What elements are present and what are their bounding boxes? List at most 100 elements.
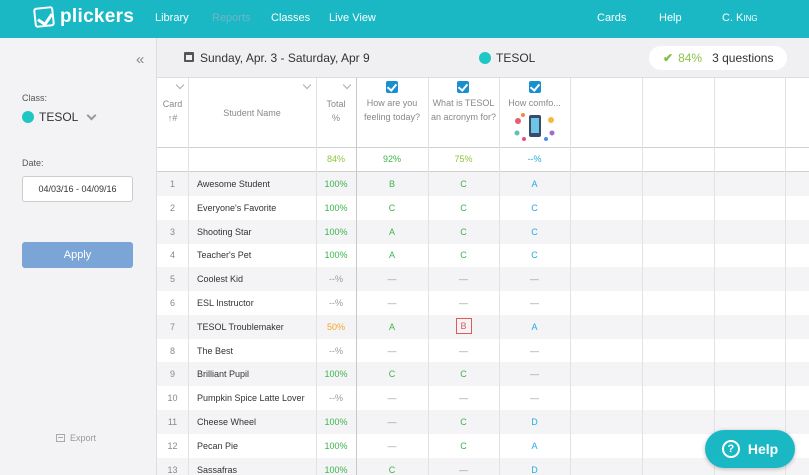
student-name: Everyone's Favorite	[197, 202, 277, 213]
sort-card-icon[interactable]	[175, 80, 185, 90]
report-header: Sunday, Apr. 3 - Saturday, Apr 9 TESOL ✔…	[157, 38, 809, 78]
student-total-pct: --%	[329, 298, 343, 308]
question-3-header[interactable]: How comfo...	[499, 96, 570, 110]
col-divider	[188, 78, 189, 475]
card-header-line1: Card	[162, 99, 183, 109]
plickers-logo-icon	[33, 6, 55, 28]
card-number: 2	[169, 202, 175, 213]
class-selector[interactable]: TESOL	[22, 110, 97, 124]
student-total-pct: 100%	[324, 464, 348, 475]
table-row[interactable]: 7 TESOL Troublemaker 50% A B A	[157, 314, 809, 339]
col-divider	[356, 78, 357, 475]
table-row[interactable]: 9 Brilliant Pupil 100% C C —	[157, 362, 809, 387]
class-selector-value: TESOL	[39, 110, 79, 124]
table-row[interactable]: 11 Cheese Wheel 100% — C D	[157, 410, 809, 434]
export-icon	[56, 434, 65, 442]
student-name: Brilliant Pupil	[197, 369, 250, 380]
table-row[interactable]: 6 ESL Instructor --% — — —	[157, 291, 809, 315]
answer-cell: —	[459, 345, 468, 356]
question-3-checkbox-icon[interactable]	[529, 81, 541, 93]
card-number: 6	[169, 298, 175, 308]
answer-cell: D	[531, 417, 538, 427]
question-3-image-thumbnail[interactable]	[511, 111, 559, 143]
nav-help[interactable]: Help	[659, 12, 682, 24]
answer-cell: C	[388, 464, 396, 475]
student-name: Cheese Wheel	[197, 417, 257, 427]
card-number: 4	[169, 250, 175, 261]
app-logo[interactable]: plickers	[33, 6, 134, 28]
user-menu[interactable]: C. King	[722, 12, 758, 24]
col-divider	[570, 78, 571, 475]
card-number: 10	[167, 393, 178, 404]
export-label: Export	[70, 433, 97, 443]
table-row[interactable]: 1 Awesome Student 100% B C A	[157, 172, 809, 196]
total-header-line1: Total	[326, 99, 346, 109]
question-1-header[interactable]: How are you feeling today?	[356, 96, 428, 124]
header-class-name: TESOL	[496, 51, 536, 65]
export-link[interactable]: Export	[56, 433, 96, 443]
table-row[interactable]: 12 Pecan Pie 100% — C A	[157, 434, 809, 458]
answer-cell: —	[387, 440, 397, 451]
incorrect-answer-cell[interactable]: B	[455, 317, 472, 334]
student-total-pct: 100%	[324, 179, 348, 189]
help-question-icon: ?	[721, 440, 740, 458]
answer-cell: A	[388, 321, 395, 332]
sort-total-icon[interactable]	[342, 80, 352, 90]
question-2-header[interactable]: What is TESOL an acronym for?	[428, 96, 499, 124]
score-summary-pill: ✔ 84% 3 questions	[649, 46, 787, 70]
student-total-pct: --%	[329, 345, 343, 356]
student-name: ESL Instructor	[197, 298, 254, 308]
table-row[interactable]: 4 Teacher's Pet 100% A C C	[157, 243, 809, 267]
header-class: TESOL	[479, 51, 535, 65]
table-row[interactable]: 10 Pumpkin Spice Latte Lover --% — — —	[157, 386, 809, 410]
apply-button[interactable]: Apply	[22, 242, 133, 268]
table-row[interactable]: 2 Everyone's Favorite 100% C C C	[157, 196, 809, 220]
answer-cell: —	[459, 464, 468, 475]
card-number: 13	[167, 464, 178, 475]
date-range-input[interactable]: 04/03/16 - 04/09/16	[22, 176, 133, 202]
table-row[interactable]: 5 Coolest Kid --% — — —	[157, 267, 809, 292]
card-number: 7	[169, 321, 175, 332]
question-1-checkbox-icon[interactable]	[386, 81, 398, 93]
table-row[interactable]: 3 Shooting Star 100% A C C	[157, 219, 809, 244]
col-header-card[interactable]: Card ↑#	[157, 97, 188, 125]
answer-cell: —	[530, 369, 539, 380]
student-name: TESOL Troublemaker	[197, 321, 284, 332]
nav-live-view[interactable]: Live View	[329, 12, 376, 24]
answer-cell: C	[460, 369, 467, 380]
nav-classes[interactable]: Classes	[271, 12, 311, 24]
total-header-line2: %	[331, 113, 340, 123]
table-row[interactable]: 8 The Best --% — — —	[157, 339, 809, 363]
answer-cell: —	[530, 393, 539, 404]
col-header-student[interactable]: Student Name	[223, 108, 281, 118]
answer-cell: C	[460, 179, 467, 189]
card-number: 12	[167, 440, 178, 451]
sort-student-icon[interactable]	[302, 80, 312, 90]
nav-cards[interactable]: Cards	[597, 12, 627, 24]
question-1-pct: 92%	[382, 154, 401, 164]
answer-cell: —	[530, 298, 539, 308]
question-2-line1: What is TESOL	[432, 98, 495, 108]
student-total-pct: --%	[329, 274, 343, 285]
question-2-checkbox-icon[interactable]	[457, 81, 469, 93]
card-number: 3	[169, 226, 175, 237]
nav-reports[interactable]: Reports	[212, 12, 251, 24]
collapse-sidebar-icon[interactable]: «	[136, 51, 145, 68]
answer-cell: C	[460, 440, 467, 451]
table-row[interactable]: 13 Sassafras 100% C — D	[157, 457, 809, 475]
answer-cell: —	[387, 393, 397, 404]
question-3-pct: --%	[527, 154, 542, 164]
col-header-total[interactable]: Total %	[316, 97, 356, 125]
question-2-pct: 75%	[454, 154, 473, 164]
card-number: 11	[167, 417, 178, 427]
nav-library[interactable]: Library	[155, 12, 189, 24]
answer-cell: C	[531, 250, 538, 261]
class-label: Class:	[22, 93, 48, 103]
answer-cell: D	[531, 464, 538, 475]
col-divider	[316, 78, 317, 475]
answer-cell: C	[531, 226, 538, 237]
report-date-range: Sunday, Apr. 3 - Saturday, Apr 9	[200, 51, 370, 65]
student-name: Sassafras	[197, 464, 238, 475]
answer-cell: —	[387, 345, 397, 356]
help-button[interactable]: ? Help	[705, 430, 795, 468]
